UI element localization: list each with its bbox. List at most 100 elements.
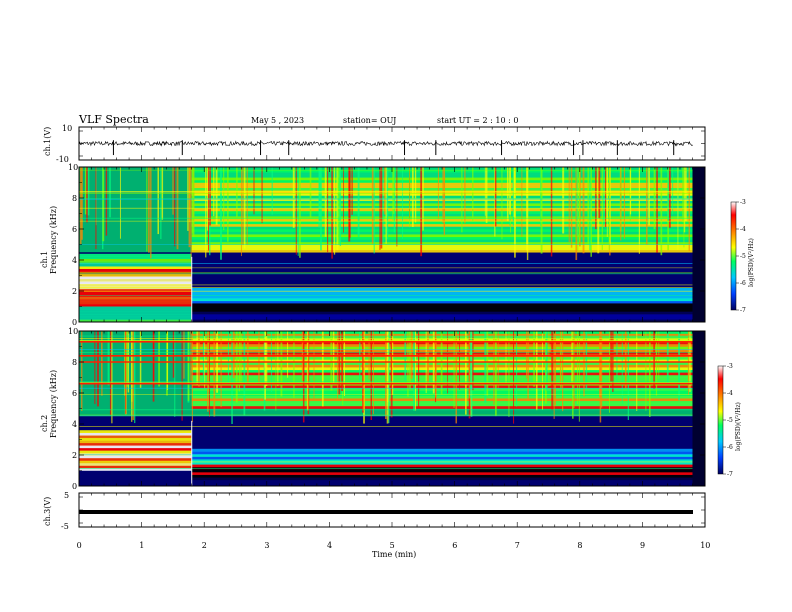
spectro-band-row: [191, 306, 693, 310]
spectro-noise-streak: [471, 331, 474, 391]
spectro-noise-streak: [494, 167, 496, 237]
spectro-noise-streak: [299, 167, 301, 258]
spectro-noise-streak: [327, 167, 329, 253]
spectro-band-row: [79, 298, 192, 302]
spectro-noise-streak: [198, 331, 200, 387]
ch1-spectrogram-plot: [79, 167, 693, 323]
ch1-colorbar-ticks: -3 -4 -5 -6 -7: [736, 199, 746, 314]
spectro-ytick-label: 2: [72, 287, 77, 296]
spectro-noise-streak: [232, 331, 235, 379]
x-tick-label: 7: [515, 541, 520, 550]
spectro-noise-streak: [277, 331, 279, 387]
spectro-noise-streak: [243, 331, 246, 416]
spectro-band-row: [191, 185, 693, 188]
x-tick-label: 4: [327, 541, 332, 550]
spectro-band-row: [79, 258, 192, 262]
spectro-noise-streak: [396, 167, 398, 247]
spectro-noise-streak: [658, 331, 660, 379]
spectro-noise-streak: [205, 167, 207, 258]
spectro-band-row: [191, 287, 693, 291]
spectro-noise-streak: [287, 331, 289, 378]
spectro-noise-streak: [146, 167, 148, 252]
spectro-noise-streak: [235, 331, 238, 403]
spectro-noise-streak: [468, 331, 471, 399]
spectro-noise-streak: [246, 167, 248, 245]
x-tick-label: 9: [640, 541, 645, 550]
spectro-noise-streak: [514, 167, 516, 258]
spectro-noise-streak: [318, 167, 320, 228]
spectro-noise-streak: [598, 167, 601, 219]
spectro-noise-streak: [174, 331, 176, 417]
spectro-noise-streak: [533, 331, 535, 387]
ch2-spectrogram-plot: [79, 331, 693, 486]
spectro-noise-streak: [348, 167, 351, 242]
ch1-spectrogram-yticklabels: 0 2 4 6 8 10: [68, 163, 78, 327]
colorbar-tick-label: -6: [740, 280, 746, 287]
spectro-band-row: [79, 256, 192, 260]
spectro-noise-streak: [306, 331, 309, 411]
spectro-band-row: [191, 400, 693, 404]
spectro-noise-streak: [648, 331, 651, 417]
colorbar-tick-label: -6: [727, 444, 733, 451]
spectro-band-row: [79, 276, 192, 280]
spectro-noise-streak: [280, 331, 283, 397]
spectro-ytick-label: 0: [72, 318, 77, 327]
spectro-band-row: [79, 432, 192, 436]
spectro-noise-streak: [109, 331, 112, 415]
spectro-noise-streak: [261, 167, 263, 224]
spectro-noise-streak: [97, 331, 99, 407]
spectro-ytick-label: 6: [72, 389, 77, 398]
spectro-noise-streak: [393, 167, 395, 214]
spectro-noise-streak: [638, 167, 640, 254]
spectro-noise-streak: [240, 167, 242, 257]
spectro-noise-streak: [337, 167, 340, 245]
spectro-noise-streak: [420, 167, 423, 257]
spectro-noise-streak: [485, 167, 488, 223]
spectro-band-row: [79, 291, 192, 295]
spectro-noise-streak: [242, 167, 244, 245]
spectro-band-row: [191, 448, 693, 452]
spectro-noise-streak: [158, 331, 161, 387]
spectro-band-row: [79, 455, 192, 459]
spectro-noise-streak: [508, 331, 510, 418]
spectro-noise-streak: [568, 167, 570, 243]
spectro-noise-streak: [410, 331, 413, 379]
spectro-noise-streak: [81, 331, 83, 412]
spectro-noise-streak: [509, 167, 511, 215]
spectro-noise-streak: [407, 331, 409, 397]
spectro-noise-streak: [190, 167, 192, 260]
spectro-band-row: [191, 474, 693, 478]
spectro-noise-streak: [161, 167, 164, 220]
spectro-noise-streak: [553, 331, 555, 419]
spectro-noise-streak: [573, 331, 575, 409]
spectro-ytick-label: 4: [72, 256, 77, 265]
spectro-band-row: [191, 451, 693, 455]
spectro-noise-streak: [152, 331, 155, 386]
spectro-band-row: [191, 395, 693, 399]
spectro-noise-streak: [497, 331, 499, 389]
spectro-noise-streak: [86, 167, 88, 223]
spectro-band-row: [191, 208, 693, 212]
ch1-colorbar-label: log(PSD)(V²/Hz): [748, 238, 755, 287]
spectro-noise-streak: [362, 331, 365, 411]
spectro-noise-streak: [227, 167, 229, 242]
colorbar-tick-label: -7: [740, 307, 746, 314]
spectro-band-row: [191, 290, 693, 294]
spectro-ytick-label: 2: [72, 451, 77, 460]
spectro-band-row: [191, 169, 693, 173]
spectro-band-row: [191, 218, 693, 222]
spectro-band-row: [191, 295, 693, 299]
spectro-noise-streak: [132, 331, 135, 421]
spectro-noise-streak: [126, 331, 128, 387]
spectro-noise-streak: [554, 331, 556, 406]
spectro-band-row: [191, 477, 693, 481]
spectro-noise-streak: [656, 167, 658, 253]
spectro-band-row: [191, 174, 693, 178]
spectro-noise-streak: [414, 167, 417, 223]
spectro-band-row: [79, 288, 192, 292]
spectro-band-row: [79, 309, 192, 312]
spectro-ytick-label: 8: [72, 358, 77, 367]
spectro-noise-streak: [464, 167, 466, 224]
spectro-noise-streak: [683, 167, 685, 248]
